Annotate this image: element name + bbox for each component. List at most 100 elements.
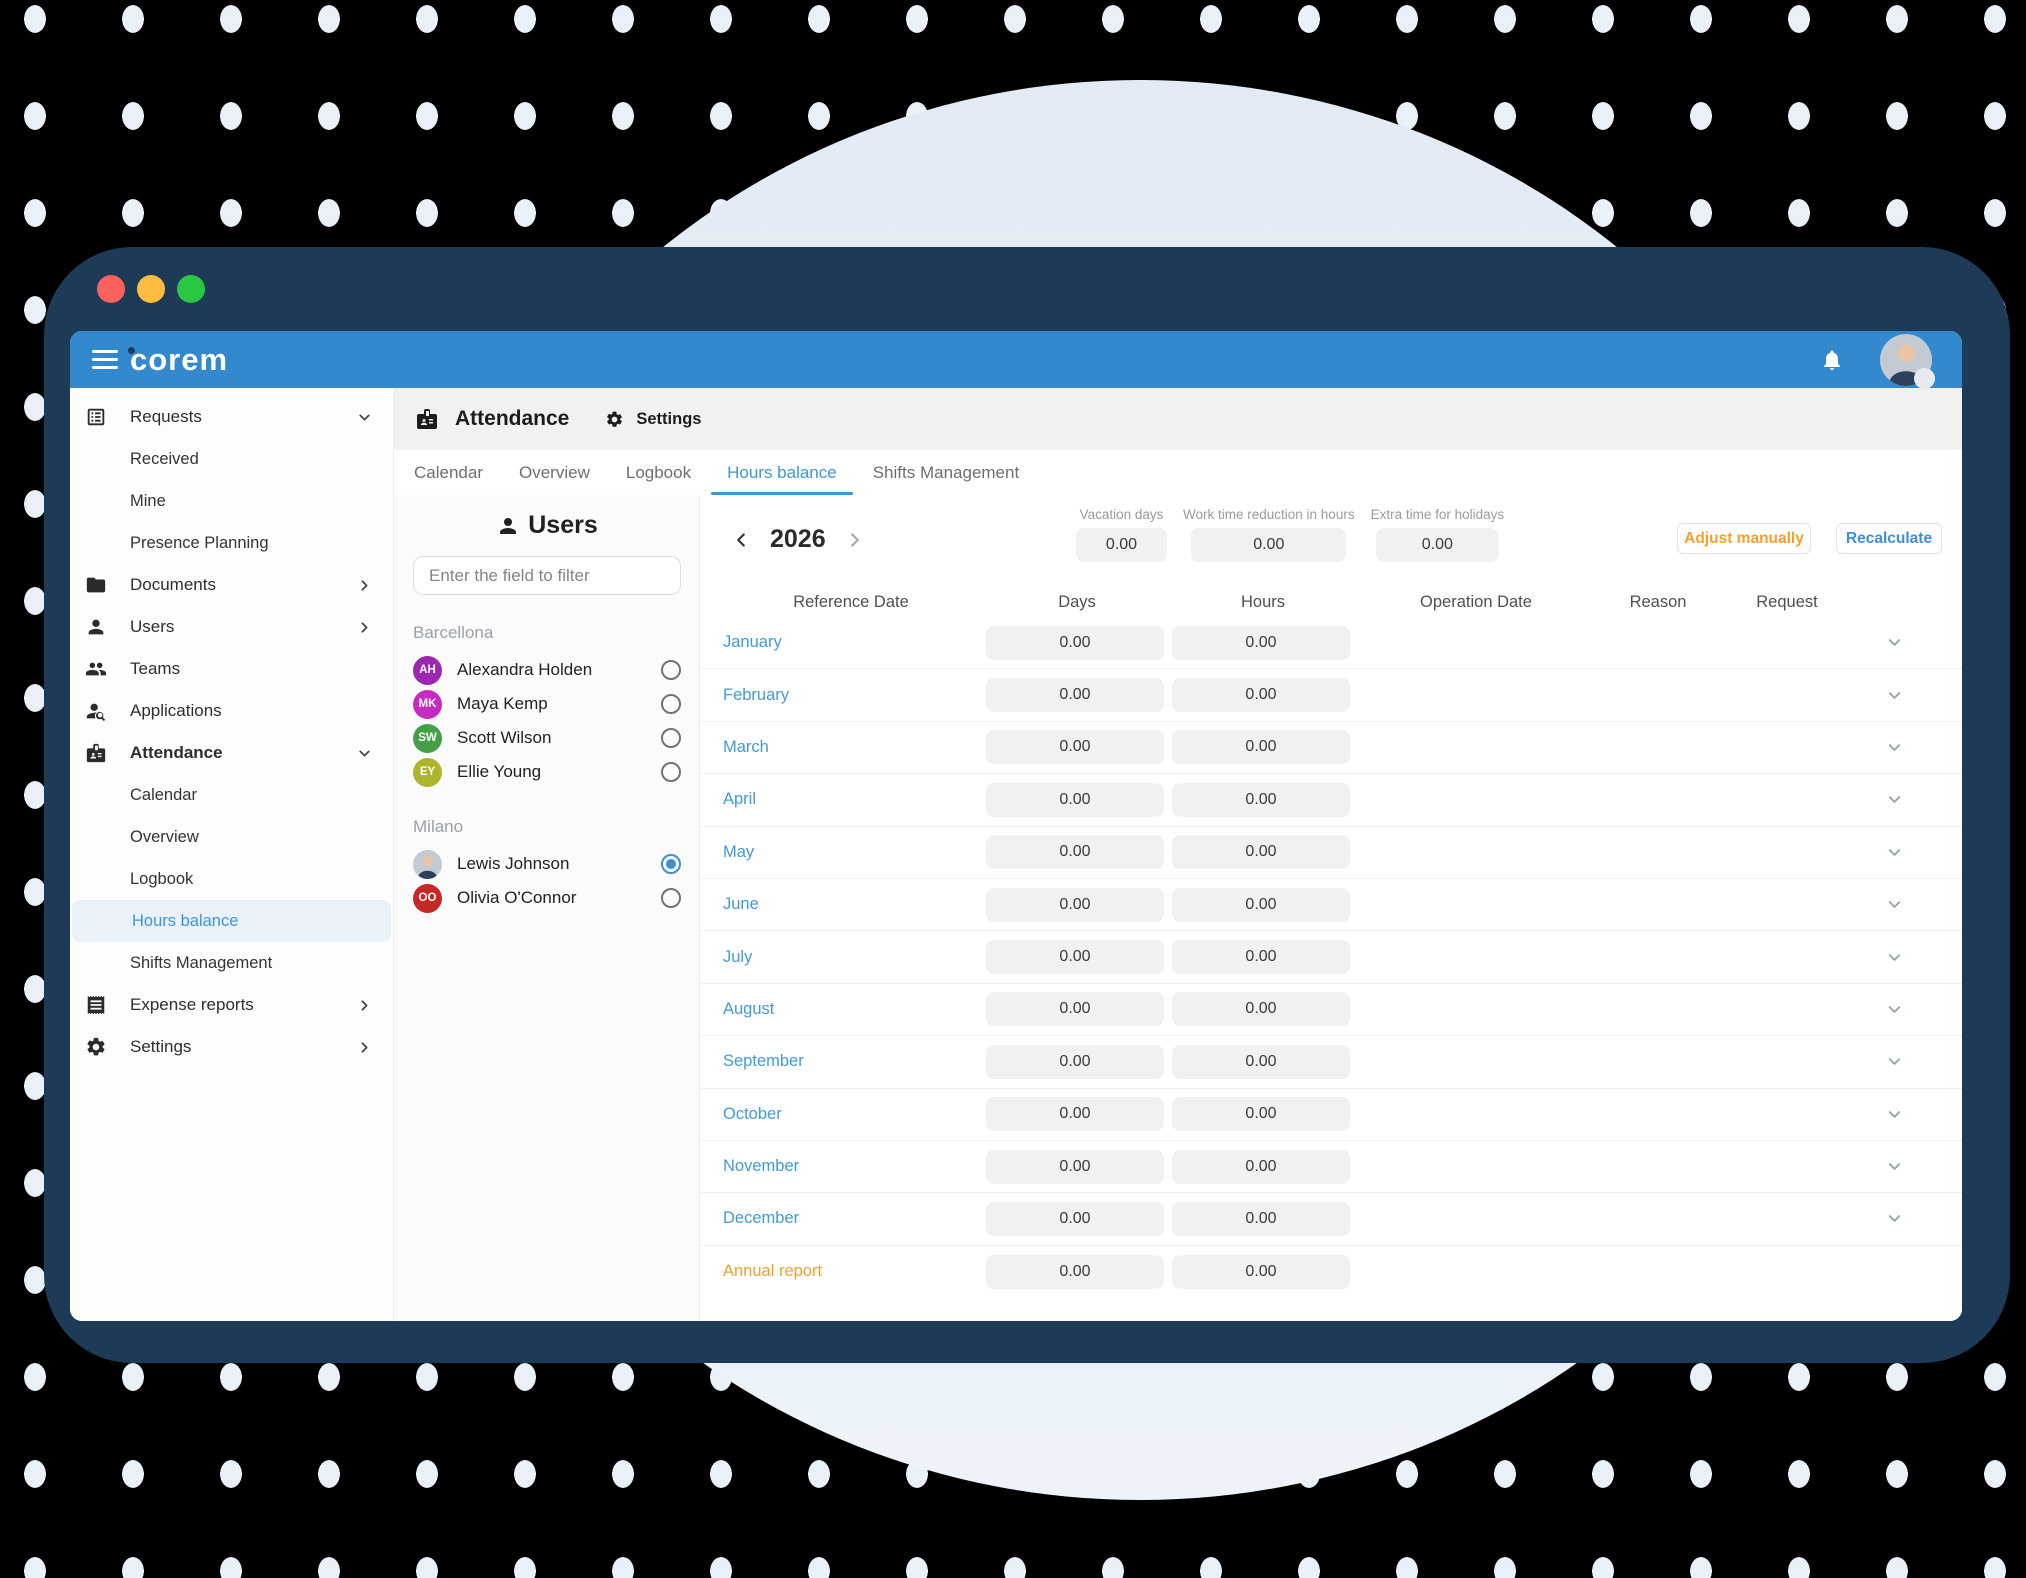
sidebar-item-teams[interactable]: Teams [70, 648, 393, 690]
user-filter-input[interactable] [413, 556, 681, 595]
hours-value: 0.00 [1172, 992, 1350, 1027]
table-row-february: February 0.00 0.00 [700, 669, 1962, 722]
expand-row-chevron-down-icon[interactable] [1885, 1209, 1904, 1228]
expand-row-chevron-down-icon[interactable] [1885, 895, 1904, 914]
expand-row-chevron-down-icon[interactable] [1885, 790, 1904, 809]
sidebar-item-applications[interactable]: Applications [70, 690, 393, 732]
sidebar-item-documents[interactable]: Documents [70, 564, 393, 606]
notifications-bell-icon[interactable] [1820, 348, 1844, 372]
column-header-reason: Reason [1629, 592, 1687, 611]
month-link[interactable]: Annual report [723, 1262, 823, 1281]
adjust-manually-button[interactable]: Adjust manually [1677, 523, 1811, 554]
chevron-right-icon [356, 577, 373, 594]
month-link[interactable]: February [723, 685, 790, 704]
sidebar-item-attendance[interactable]: Attendance [70, 732, 393, 774]
users-title-label: Users [528, 511, 598, 539]
chevron-right-icon [356, 997, 373, 1014]
sidebar-item-users[interactable]: Users [70, 606, 393, 648]
month-link[interactable]: May [723, 842, 755, 861]
hours-value: 0.00 [1172, 1097, 1350, 1132]
previous-year-button[interactable] [730, 529, 752, 551]
minimize-window-button[interactable] [137, 275, 165, 303]
user-list-item[interactable]: MK Maya Kemp [413, 687, 681, 721]
user-name: Maya Kemp [457, 694, 548, 713]
month-link[interactable]: April [723, 790, 757, 809]
table-toolbar: 2026 Vacation days 0.00 Work time reductio… [700, 495, 1962, 587]
sidebar-item-settings[interactable]: Settings [70, 1026, 393, 1068]
year-label: 2026 [770, 525, 826, 553]
sidebar-item-shifts-management[interactable]: Shifts Management [130, 953, 273, 972]
tab-calendar[interactable]: Calendar [414, 462, 483, 482]
table-rows: January 0.00 0.00 February 0.00 0.00 March 0.00… [700, 617, 1962, 1298]
expand-row-chevron-down-icon[interactable] [1885, 843, 1904, 862]
attendance-settings-link[interactable]: Settings [636, 409, 702, 428]
user-list-item[interactable]: OO Olivia O'Connor [413, 881, 681, 915]
user-list-item[interactable]: SW Scott Wilson [413, 721, 681, 755]
month-link[interactable]: July [723, 947, 753, 966]
month-link[interactable]: September [723, 1052, 804, 1071]
expand-row-chevron-down-icon[interactable] [1885, 1052, 1904, 1071]
expand-row-chevron-down-icon[interactable] [1885, 1157, 1904, 1176]
month-link[interactable]: March [723, 737, 769, 756]
days-value: 0.00 [986, 940, 1164, 975]
recalculate-button[interactable]: Recalculate [1836, 523, 1942, 554]
expand-row-chevron-down-icon[interactable] [1885, 686, 1904, 705]
expand-row-chevron-down-icon[interactable] [1885, 948, 1904, 967]
user-list-item[interactable]: Lewis Johnson [413, 847, 681, 881]
sidebar-item-presence-planning[interactable]: Presence Planning [130, 533, 269, 552]
chevron-right-icon [356, 1039, 373, 1056]
tab-shifts-management[interactable]: Shifts Management [872, 462, 1020, 482]
menu-icon[interactable] [92, 350, 118, 369]
column-header-request: Request [1756, 592, 1818, 611]
tab-logbook[interactable]: Logbook [625, 462, 692, 482]
table-row-august: August 0.00 0.00 [700, 984, 1962, 1037]
user-select-radio[interactable] [661, 694, 681, 714]
user-name: Lewis Johnson [457, 854, 570, 873]
hours-value: 0.00 [1172, 940, 1350, 975]
sidebar-item-mine[interactable]: Mine [130, 491, 166, 510]
tab-hours-balance[interactable]: Hours balance [711, 450, 853, 495]
chevron-down-icon [356, 409, 373, 426]
expand-row-chevron-down-icon[interactable] [1885, 1105, 1904, 1124]
user-select-radio[interactable] [661, 762, 681, 782]
user-select-radio[interactable] [661, 660, 681, 680]
user-list-item[interactable]: AH Alexandra Holden [413, 653, 681, 687]
sidebar-item-logbook[interactable]: Logbook [130, 869, 194, 888]
column-header-reference-date: Reference Date [793, 592, 909, 611]
table-header-row: Reference Date Days Hours Operation Date Rea… [716, 587, 1932, 617]
month-link[interactable]: June [723, 895, 759, 914]
month-link[interactable]: December [723, 1209, 800, 1228]
user-select-radio[interactable] [661, 728, 681, 748]
maximize-window-button[interactable] [177, 275, 205, 303]
sidebar-item-hours-balance[interactable]: Hours balance [72, 900, 391, 942]
month-link[interactable]: August [723, 999, 775, 1018]
sidebar-item-calendar[interactable]: Calendar [130, 785, 197, 804]
hours-value: 0.00 [1172, 625, 1350, 660]
hours-value: 0.00 [1172, 835, 1350, 870]
expand-row-chevron-down-icon[interactable] [1885, 1000, 1904, 1019]
close-window-button[interactable] [97, 275, 125, 303]
user-list-item[interactable]: EY Ellie Young [413, 755, 681, 789]
month-link[interactable]: October [723, 1104, 782, 1123]
expand-row-chevron-down-icon[interactable] [1885, 633, 1904, 652]
user-avatar[interactable] [1880, 333, 1935, 389]
sidebar-item-requests[interactable]: Requests [70, 396, 393, 438]
sidebar-item-expense-reports[interactable]: Expense reports [70, 984, 393, 1026]
days-value: 0.00 [986, 1097, 1164, 1132]
expand-row-chevron-down-icon[interactable] [1885, 738, 1904, 757]
user-select-radio[interactable] [661, 854, 681, 874]
next-year-button[interactable] [844, 529, 866, 551]
user-select-radio[interactable] [661, 888, 681, 908]
sidebar: Requests Received Mine Presence Planning Doc… [70, 388, 394, 1321]
days-value: 0.00 [986, 678, 1164, 713]
sidebar-item-overview[interactable]: Overview [130, 827, 199, 846]
month-link[interactable]: January [723, 633, 782, 652]
page-title: Attendance [455, 407, 570, 430]
sidebar-item-received[interactable]: Received [130, 449, 199, 468]
app-bar: corem [70, 331, 1962, 389]
table-row-july: July 0.00 0.00 [700, 931, 1962, 984]
gear-icon[interactable] [605, 410, 624, 429]
month-link[interactable]: November [723, 1157, 800, 1176]
tab-overview[interactable]: Overview [519, 462, 590, 482]
users-panel: Users Barcellona AH Alexandra Holden MK Maya… [394, 495, 700, 1321]
